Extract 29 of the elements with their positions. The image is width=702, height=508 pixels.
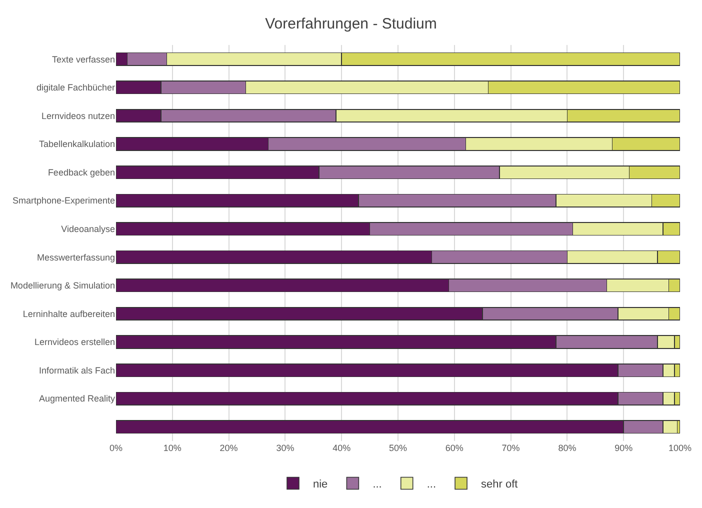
x-tick-label: 50% xyxy=(388,443,408,453)
y-tick-label: Modellierung & Simulation xyxy=(10,280,115,291)
x-tick-label: 90% xyxy=(614,443,633,453)
y-tick-label: Videoanalyse xyxy=(61,224,115,234)
legend-label: ... xyxy=(426,478,436,491)
y-tick-label: Feedback geben xyxy=(48,167,115,178)
y-tick-label: digitale Fachbücher xyxy=(36,82,115,93)
x-tick-label: 40% xyxy=(332,443,351,453)
legend-label: nie xyxy=(313,478,328,491)
y-tick-label: Smartphone-Experimente xyxy=(12,196,115,206)
x-tick-label: 70% xyxy=(502,443,520,453)
legend-label: ... xyxy=(372,478,382,491)
y-tick-label: Augmented Reality xyxy=(38,394,116,404)
chart-title: Vorerfahrungen - Studium xyxy=(265,15,437,32)
y-tick-label: Informatik als Fach xyxy=(38,365,115,376)
x-tick-label: 10% xyxy=(163,443,182,453)
x-tick-label: 0% xyxy=(109,443,123,453)
y-tick-label: Texte verfassen xyxy=(52,54,115,64)
x-tick-label: 100% xyxy=(668,443,692,453)
y-tick-label: Lerninhalte aufbereiten xyxy=(22,308,115,319)
x-tick-label: 20% xyxy=(220,443,238,453)
y-tick-label: Tabellenkalkulation xyxy=(38,139,115,150)
x-tick-label: 30% xyxy=(276,443,294,453)
x-tick-label: 80% xyxy=(558,443,576,453)
y-tick-label: Messwerterfassung xyxy=(36,252,115,262)
y-tick-label: Lernvideos nutzen xyxy=(41,110,115,121)
legend-label: sehr oft xyxy=(481,478,518,491)
y-tick-label: Lernvideos erstellen xyxy=(34,337,115,348)
x-tick-label: 60% xyxy=(445,443,464,453)
